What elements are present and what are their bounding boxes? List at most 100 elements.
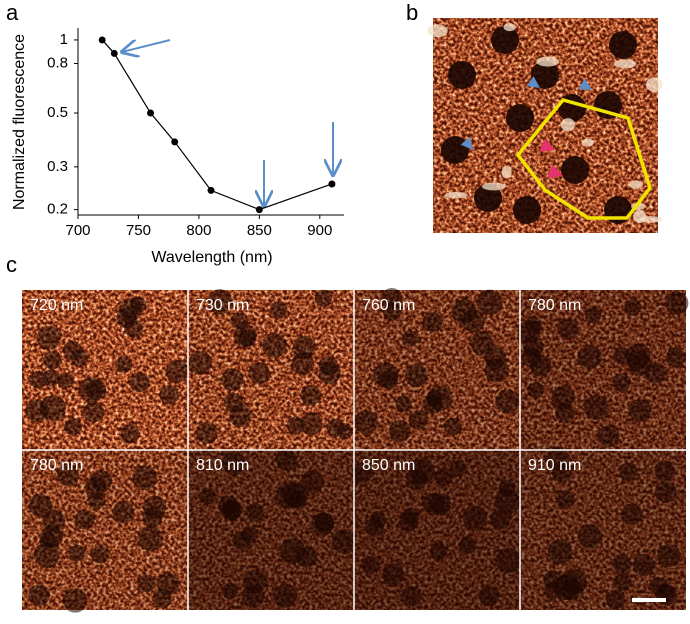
dark-cell — [584, 306, 602, 324]
y-tick-label: 0.2 — [47, 201, 68, 218]
dark-cell — [422, 312, 443, 333]
data-point — [147, 109, 155, 117]
dark-cell — [529, 354, 552, 377]
dark-cell — [491, 26, 519, 54]
bright-patch — [503, 23, 516, 32]
x-tick-label: 750 — [126, 222, 151, 239]
dark-cell — [269, 301, 288, 319]
y-tick-label: 0.3 — [47, 158, 68, 175]
bright-patch — [629, 180, 643, 189]
image-label: 780 nm — [30, 457, 83, 474]
dark-cell — [156, 572, 180, 596]
x-tick-label: 900 — [307, 222, 332, 239]
image-label: 910 nm — [528, 457, 581, 474]
dark-cell — [28, 584, 51, 606]
dark-cell — [388, 420, 411, 443]
dark-cell — [238, 329, 256, 347]
panel-label: a — [6, 0, 19, 25]
dim-overlay — [22, 450, 188, 610]
dark-cell — [506, 104, 534, 132]
dim-overlay — [188, 450, 354, 610]
bright-patch — [639, 216, 663, 223]
dark-cell — [33, 542, 60, 569]
dark-cell — [625, 343, 651, 369]
cell-outline — [515, 98, 652, 220]
dark-cell — [597, 424, 620, 447]
pink-arrowhead — [547, 164, 563, 178]
blue-arrowhead — [578, 78, 592, 90]
data-point — [328, 180, 336, 188]
x-axis-title: Wavelength (nm) — [151, 249, 272, 266]
dark-cell — [448, 61, 476, 89]
dark-cell — [513, 196, 541, 224]
dark-cell — [314, 289, 333, 308]
dark-cell — [120, 424, 140, 444]
dark-cell — [300, 412, 323, 436]
dark-cell — [551, 385, 575, 410]
micrograph — [427, 18, 663, 233]
dark-cell — [68, 544, 86, 562]
bright-patch — [427, 24, 448, 38]
dark-cell — [395, 395, 412, 413]
dark-cell — [142, 495, 167, 519]
dark-cell — [119, 297, 143, 321]
dark-cell — [90, 545, 109, 564]
x-tick-label: 800 — [186, 222, 211, 239]
x-tick-label: 850 — [247, 222, 272, 239]
dark-cell — [82, 401, 105, 423]
dark-cell — [62, 588, 88, 613]
dark-cell — [381, 287, 403, 309]
dark-cell — [223, 392, 244, 412]
dark-cell — [474, 184, 502, 212]
dark-cell — [353, 409, 378, 434]
dark-cell — [476, 289, 503, 316]
image-label: 730 nm — [196, 297, 249, 314]
blue-arrowhead — [460, 136, 473, 150]
x-tick-label: 700 — [65, 222, 90, 239]
chart: Wavelength (nm) Normalized fluorescence … — [11, 28, 344, 266]
data-point — [98, 36, 106, 44]
image-label: 720 nm — [30, 297, 83, 314]
micrograph-grid: 720 nm 730 nm 760 nm 780 nm 780 nm 810 nm 850 … — [22, 287, 689, 613]
dark-cell — [248, 362, 270, 384]
dark-cell — [286, 416, 305, 435]
annotation-arrow — [122, 39, 171, 52]
dark-cell — [644, 362, 667, 384]
dark-cell — [42, 369, 60, 387]
dark-cell — [195, 421, 218, 444]
dark-cell — [609, 31, 637, 59]
dark-cell — [231, 312, 249, 330]
pink-arrowhead — [539, 138, 555, 152]
dark-cell — [132, 465, 158, 491]
dark-cell — [28, 493, 53, 518]
dark-cell — [336, 423, 354, 440]
dark-cell — [29, 370, 48, 389]
dark-cell — [380, 370, 399, 389]
dark-cell — [207, 289, 233, 315]
data-point — [207, 186, 215, 194]
bright-patch — [581, 138, 594, 147]
data-point — [171, 138, 179, 146]
image-label: 780 nm — [528, 297, 581, 314]
dark-cell — [583, 394, 610, 420]
y-axis-title: Normalized fluorescence — [11, 34, 28, 210]
dark-cell — [220, 368, 244, 391]
dark-cell — [112, 501, 135, 524]
panel-label: b — [406, 0, 418, 25]
dark-cell — [74, 509, 95, 530]
image-label: 850 nm — [362, 457, 415, 474]
dark-cell — [137, 525, 164, 552]
dark-cell — [628, 399, 652, 423]
dark-cell — [624, 299, 642, 316]
dark-cell — [470, 331, 494, 355]
dark-cell — [531, 61, 559, 89]
dark-cell — [577, 344, 602, 369]
bright-patch — [444, 191, 468, 199]
dark-cell — [527, 381, 544, 399]
bright-patch — [501, 166, 512, 179]
dark-cell — [42, 509, 65, 532]
dark-cell — [382, 302, 402, 321]
dark-cell — [85, 379, 107, 400]
dark-cell — [604, 196, 632, 224]
